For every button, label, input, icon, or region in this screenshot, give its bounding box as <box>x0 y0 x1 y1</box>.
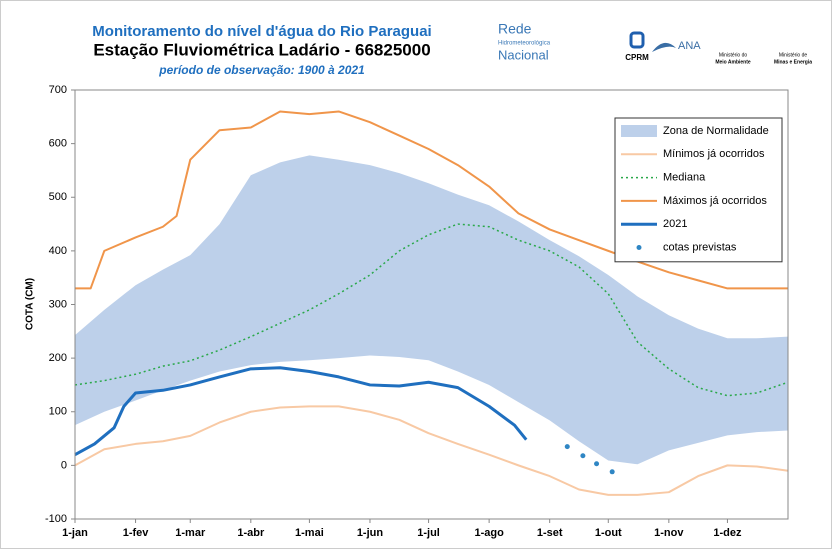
x-tick-label: 1-ago <box>474 527 504 539</box>
x-tick-label: 1-jan <box>62 527 88 539</box>
y-tick-label: 700 <box>49 84 67 96</box>
series-line <box>74 366 528 456</box>
series-line <box>74 405 789 496</box>
x-tick-label: 1-nov <box>654 527 684 539</box>
x-tick-label: 1-abr <box>237 527 265 539</box>
chart-title: Monitoramento do nível d'água do Rio Par… <box>92 23 431 40</box>
logo-text: Ministério do <box>719 52 748 58</box>
legend-label: cotas previstas <box>663 241 737 253</box>
x-tick-label: 1-mai <box>295 527 324 539</box>
logo-text: CPRM <box>625 53 649 62</box>
logo-icon <box>629 31 645 49</box>
period-note: período de observação: 1900 à 2021 <box>158 63 365 77</box>
chart-subtitle: Estação Fluviométrica Ladário - 66825000 <box>93 40 430 59</box>
legend-label: Mediana <box>663 172 706 184</box>
logo-text: ANA <box>678 40 701 52</box>
logo-text: Hidrometeorológica <box>498 41 551 47</box>
y-tick-label: 0 <box>61 459 67 471</box>
x-tick-label: 1-jul <box>417 527 440 539</box>
x-tick-label: 1-dez <box>713 527 742 539</box>
logo-text: Rede <box>498 21 532 37</box>
x-tick-label: 1-jun <box>357 527 384 539</box>
legend-box <box>614 117 783 263</box>
y-tick-label: 200 <box>49 352 67 364</box>
y-tick-label: 500 <box>49 191 67 203</box>
legend-swatch <box>621 125 657 137</box>
legend-label: Mínimos já ocorridos <box>663 148 765 160</box>
y-tick-label: 400 <box>49 245 67 257</box>
x-tick-label: 1-mar <box>175 527 206 539</box>
x-tick-label: 1-out <box>595 527 622 539</box>
logo-text: Minas e Energia <box>774 59 812 65</box>
x-tick-label: 1-set <box>537 527 563 539</box>
forecast-point <box>594 461 600 467</box>
forecast-point <box>609 469 615 475</box>
y-tick-label: 100 <box>49 406 67 418</box>
logo-icon <box>652 42 676 52</box>
legend-label: 2021 <box>663 218 687 230</box>
x-tick-label: 1-fev <box>123 527 150 539</box>
y-tick-label: 600 <box>49 138 67 150</box>
y-axis-label: COTA (CM) <box>25 278 36 330</box>
y-tick-label: -100 <box>45 513 67 525</box>
logo-text: Meio Ambiente <box>715 59 751 65</box>
forecast-point <box>580 453 586 459</box>
normal-zone-band <box>75 155 788 465</box>
legend-label: Zona de Normalidade <box>663 125 769 137</box>
y-tick-label: 300 <box>49 298 67 310</box>
series-line <box>75 110 788 290</box>
forecast-point <box>564 444 570 450</box>
legend-label: Máximos já ocorridos <box>663 195 767 207</box>
legend-swatch <box>636 245 642 250</box>
logo-text: Nacional <box>498 47 549 62</box>
logo-text: Ministério de <box>779 52 808 58</box>
